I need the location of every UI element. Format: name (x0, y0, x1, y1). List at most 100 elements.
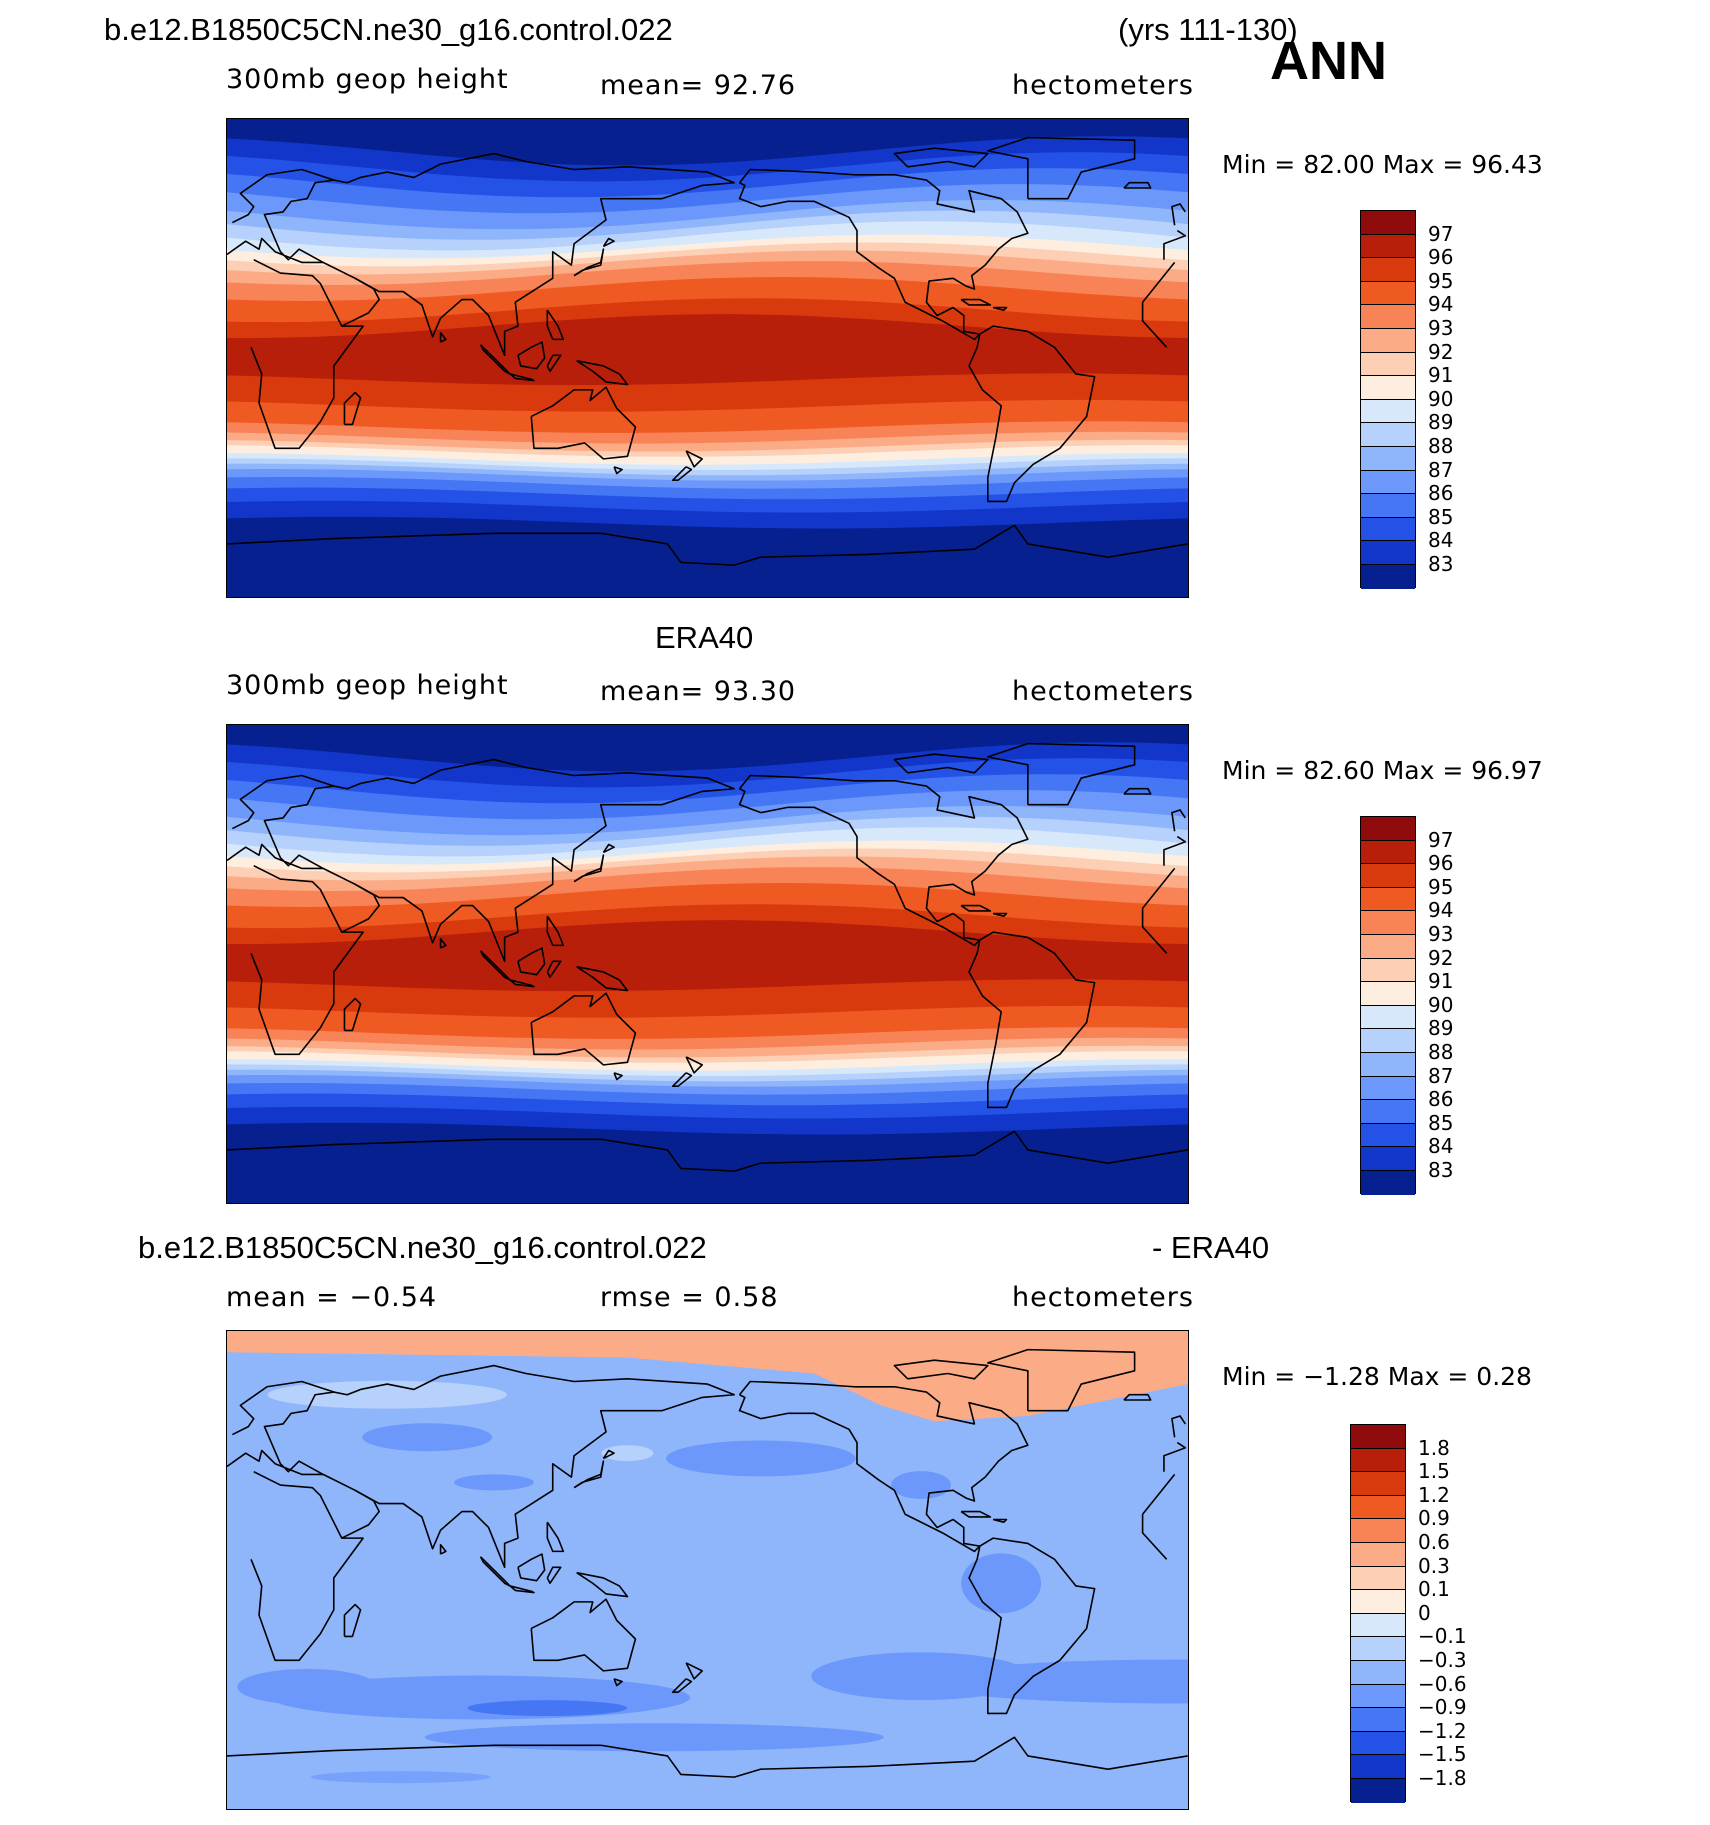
coastline (343, 997, 362, 1032)
colorbar-swatch (1361, 1052, 1415, 1077)
colorbar-label: 92 (1428, 945, 1454, 970)
panel3-map-svg (227, 1331, 1188, 1809)
panel1-units-label: hectometers (1012, 70, 1194, 101)
coastline (341, 883, 380, 933)
coastline (439, 332, 447, 343)
coastline (546, 354, 562, 373)
coastline (573, 854, 605, 883)
coastline (530, 386, 637, 460)
coastline (573, 1460, 605, 1489)
coastline (479, 1556, 511, 1587)
coastline (576, 359, 629, 386)
colorbar-label: 87 (1428, 1063, 1454, 1088)
coastline (1123, 181, 1152, 189)
panel2-title: ERA40 (655, 620, 754, 655)
coastline (987, 1348, 1136, 1412)
colorbar-label: −0.6 (1418, 1671, 1467, 1696)
colorbar-swatch (1351, 1684, 1405, 1709)
colorbar-swatch (1351, 1613, 1405, 1638)
colorbar-swatch (1351, 1660, 1405, 1685)
contour-band (237, 1668, 377, 1705)
case-title: b.e12.B1850C5CN.ne30_g16.control.022 (104, 12, 673, 47)
colorbar-label: 96 (1428, 851, 1454, 876)
coastline (602, 1449, 615, 1460)
colorbar-label: 91 (1428, 363, 1454, 388)
contour-band (454, 1474, 534, 1491)
colorbar-label: 88 (1428, 1040, 1454, 1064)
colorbar-swatch (1351, 1425, 1405, 1449)
panel2-units-label: hectometers (1012, 676, 1194, 707)
colorbar-swatch (1361, 1170, 1415, 1195)
colorbar-label: 0.6 (1418, 1530, 1450, 1554)
colorbar-box (1350, 1424, 1406, 1803)
colorbar-swatch (1361, 494, 1415, 518)
coastline (671, 1072, 693, 1087)
colorbar-label: 94 (1428, 292, 1454, 317)
colorbar-swatch (1361, 1029, 1415, 1053)
contour-band (961, 1553, 1042, 1614)
coastline (343, 391, 362, 426)
coastline (1171, 809, 1186, 832)
colorbar-swatch (1361, 399, 1415, 424)
coastline (479, 950, 511, 981)
colorbar-swatch (1361, 446, 1415, 471)
colorbar-swatch (1361, 234, 1415, 259)
colorbar-swatch (1361, 911, 1415, 935)
coastline (227, 774, 1187, 870)
colorbar-swatch (1361, 1005, 1415, 1030)
colorbar-swatch (1361, 470, 1415, 495)
colorbar-swatch (1361, 1123, 1415, 1148)
coastline (479, 344, 511, 375)
panel1-mean-label: mean= 92.76 (600, 70, 797, 101)
colorbar-swatch (1351, 1778, 1405, 1803)
colorbar-swatch (1361, 934, 1415, 959)
colorbar-swatch (1351, 1566, 1405, 1591)
colorbar-swatch (1361, 1076, 1415, 1101)
coastline (227, 524, 1188, 566)
coastline (227, 1380, 1187, 1476)
colorbar-label: 1.5 (1418, 1459, 1450, 1484)
colorbar-label: −1.8 (1418, 1766, 1467, 1790)
coastline (738, 168, 1029, 341)
colorbar-swatch (1361, 982, 1415, 1006)
panel1-minmax: Min = 82.00 Max = 96.43 (1222, 150, 1543, 179)
panel1-variable-label: 300mb geop height (226, 64, 509, 95)
colorbar-label: −1.2 (1418, 1718, 1467, 1743)
coastline (546, 960, 562, 979)
colorbar-label: 85 (1428, 1110, 1454, 1135)
colorbar-swatch (1361, 352, 1415, 377)
coastline (685, 1662, 704, 1680)
colorbar-label: 84 (1428, 1134, 1454, 1159)
coastline (893, 753, 989, 774)
contour-band (891, 1471, 951, 1499)
coastline (530, 1598, 637, 1672)
colorbar-swatch (1351, 1472, 1405, 1496)
colorbar-label: −1.5 (1418, 1742, 1467, 1767)
coastline (671, 1678, 693, 1693)
colorbar-label: −0.1 (1418, 1624, 1467, 1649)
colorbar-label: 93 (1428, 922, 1454, 946)
colorbar-label: 90 (1428, 386, 1454, 411)
colorbar-swatch (1361, 817, 1415, 841)
coastline (227, 168, 1187, 264)
colorbar-swatch (1361, 281, 1415, 306)
coastline (250, 258, 1176, 450)
colorbar-swatch (1361, 887, 1415, 912)
coastline (738, 1380, 1029, 1553)
colorbar-swatch (1361, 258, 1415, 282)
colorbar-label: 86 (1428, 481, 1454, 506)
coastline (573, 248, 605, 277)
colorbar-label: 89 (1428, 410, 1454, 435)
coastline (613, 466, 623, 475)
coastline (343, 1603, 362, 1638)
coastline (322, 758, 736, 963)
colorbar-swatch (1351, 1708, 1405, 1732)
colorbar-label: 96 (1428, 245, 1454, 270)
coastline (968, 325, 1096, 503)
coastline (968, 931, 1096, 1109)
colorbar-swatch (1351, 1519, 1405, 1543)
colorbar-swatch (1361, 328, 1415, 353)
colorbar-swatch (1361, 541, 1415, 565)
coastline (613, 1072, 623, 1081)
colorbar-label: 0.9 (1418, 1506, 1450, 1531)
